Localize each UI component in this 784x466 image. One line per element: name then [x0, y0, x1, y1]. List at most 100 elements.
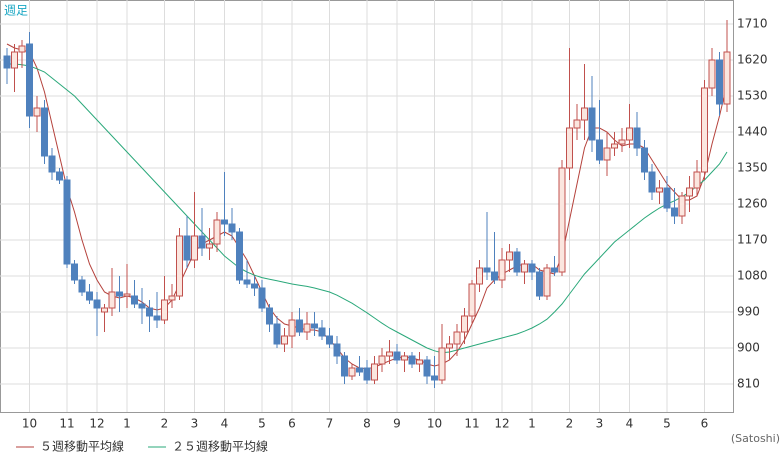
- candle-body: [348, 367, 356, 377]
- candle-body: [198, 235, 206, 249]
- y-tick-label: 900: [737, 341, 760, 355]
- candle-body: [116, 291, 123, 297]
- y-tick-label: 1530: [737, 89, 768, 103]
- x-tick-label: 4: [221, 417, 229, 431]
- y-tick-label: 810: [737, 377, 760, 391]
- candle-body: [521, 263, 528, 273]
- candle-body: [101, 307, 108, 313]
- candle-body: [408, 355, 416, 365]
- candle-body: [701, 87, 708, 173]
- candle-body: [311, 323, 318, 329]
- candle-body: [213, 219, 221, 245]
- x-tick-label: 2: [566, 417, 574, 431]
- candle-body: [663, 187, 671, 209]
- candle-body: [251, 283, 258, 289]
- candle-body: [281, 335, 288, 345]
- candle-body: [11, 51, 18, 69]
- candle-body: [438, 347, 446, 381]
- candle-body: [191, 235, 198, 261]
- candle-body: [228, 223, 236, 233]
- candle-body: [71, 263, 78, 281]
- y-tick-label: 1260: [737, 197, 768, 211]
- y-tick-label: 1080: [737, 269, 768, 283]
- candle-body: [303, 323, 311, 333]
- candle-body: [671, 207, 678, 217]
- x-tick-label: 12: [89, 417, 104, 431]
- candle-body: [491, 271, 498, 281]
- x-tick-label: 12: [494, 417, 509, 431]
- candle-body: [26, 43, 33, 117]
- candle-body: [678, 195, 686, 217]
- candle-body: [498, 259, 506, 281]
- candle-body: [453, 331, 461, 345]
- candle-body: [56, 171, 63, 181]
- candle-body: [206, 243, 213, 249]
- candle-body: [603, 147, 611, 161]
- candle-body: [131, 295, 138, 305]
- candle-body: [468, 283, 476, 317]
- x-tick-label: 2: [161, 417, 169, 431]
- candle-body: [656, 187, 663, 193]
- candle-body: [236, 231, 243, 281]
- candle-body: [423, 359, 431, 377]
- candle-body: [633, 127, 641, 149]
- candle-body: [138, 303, 146, 309]
- candle-body: [723, 51, 731, 105]
- candle-body: [431, 375, 438, 381]
- candle-body: [161, 299, 168, 321]
- candle-body: [648, 171, 656, 193]
- candle-body: [183, 235, 191, 261]
- y-tick-label: 990: [737, 305, 760, 319]
- y-tick-label: 1710: [737, 17, 768, 31]
- candle-body: [123, 293, 131, 297]
- candle-body: [78, 279, 86, 293]
- candle-body: [551, 267, 558, 273]
- candle-body: [581, 107, 588, 121]
- candle-body: [333, 343, 341, 357]
- x-tick-label: 1: [123, 417, 131, 431]
- candle-body: [393, 351, 401, 361]
- candle-body: [63, 179, 71, 265]
- candle-body: [318, 327, 326, 337]
- candle-body: [153, 315, 161, 321]
- candle-body: [288, 319, 296, 337]
- candle-body: [641, 147, 648, 173]
- candle-body: [626, 127, 633, 141]
- candle-body: [708, 59, 716, 89]
- candle-body: [401, 355, 408, 361]
- candle-body: [48, 155, 56, 173]
- candle-body: [371, 363, 378, 381]
- x-tick-label: 11: [59, 417, 74, 431]
- candle-body: [558, 167, 566, 273]
- legend-label: ５週移動平均線: [40, 439, 124, 454]
- y-tick-label: 1350: [737, 161, 768, 175]
- candle-body: [41, 107, 48, 157]
- unit-label: (Satoshi): [731, 432, 780, 445]
- candle-body: [476, 267, 483, 285]
- candle-body: [93, 299, 101, 309]
- moving-average-line: [7, 63, 728, 354]
- candle-body: [33, 107, 41, 117]
- candle-body: [611, 143, 618, 149]
- candle-body: [108, 291, 116, 309]
- x-tick-label: 11: [464, 417, 479, 431]
- x-tick-label: 5: [258, 417, 266, 431]
- candle-body: [176, 235, 183, 297]
- candle-body: [243, 279, 251, 285]
- y-tick-label: 1170: [737, 233, 768, 247]
- candle-body: [18, 45, 26, 53]
- candle-body: [363, 367, 371, 381]
- candle-body: [506, 251, 513, 261]
- candle-body: [326, 335, 333, 345]
- candle-body: [566, 127, 573, 169]
- x-tick-label: 3: [191, 417, 199, 431]
- y-tick-label: 1440: [737, 125, 768, 139]
- candle-body: [378, 355, 386, 365]
- candle-body: [596, 139, 603, 161]
- candle-body: [266, 307, 273, 325]
- marks: [3, 20, 731, 388]
- candle-body: [258, 287, 266, 309]
- candle-body: [86, 291, 93, 301]
- candle-body: [356, 367, 363, 373]
